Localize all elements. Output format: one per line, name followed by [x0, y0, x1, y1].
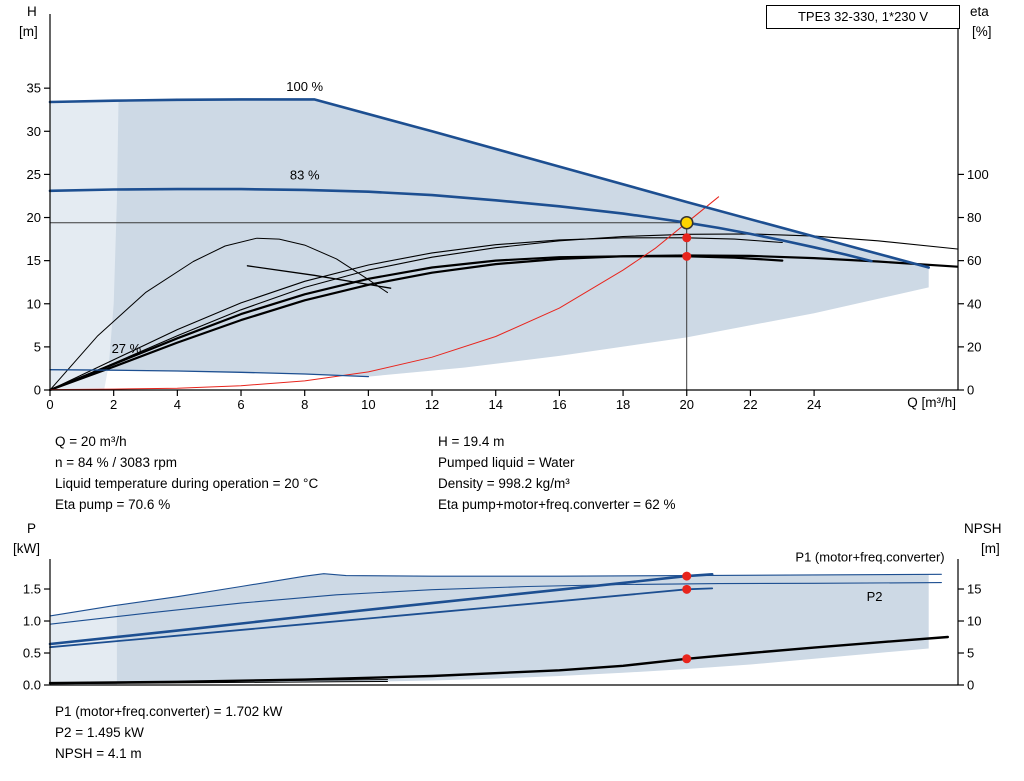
- curve-label: 27 %: [112, 341, 142, 356]
- x-tick-label: 18: [616, 397, 630, 412]
- pump-title-box: TPE3 32-330, 1*230 V: [766, 5, 960, 29]
- pump-curve-27pct: [49, 369, 370, 378]
- p2-curve-100: [49, 582, 942, 625]
- x-tick-label: 4: [174, 397, 181, 412]
- hq-eta-chart: 0 2 4 6 8 10 12 14 16 18 20 22 240510152025303502040…: [27, 14, 989, 412]
- x-tick-label: 14: [488, 397, 502, 412]
- readout-eta-pump: Eta pump = 70.6 %: [55, 497, 171, 512]
- q-axis-label: Q [m³/h]: [907, 395, 956, 410]
- y-left-tick-label: 0.0: [23, 678, 41, 693]
- x-tick-label: 12: [425, 397, 439, 412]
- y-left-tick-label: 0: [34, 383, 41, 398]
- eta-pump-point: [682, 233, 692, 243]
- y-left-tick-label: 30: [27, 124, 41, 139]
- y-left-tick-label: 5: [34, 339, 41, 354]
- y-right-tick-label: 40: [967, 296, 981, 311]
- y-left-tick-label: 25: [27, 167, 41, 182]
- readout-liquid: Pumped liquid = Water: [438, 455, 575, 470]
- curve-label: 100 %: [286, 79, 323, 94]
- npsh-curve: [48, 635, 949, 685]
- x-tick-label: 6: [237, 397, 244, 412]
- y-left-tick-label: 1.5: [23, 582, 41, 597]
- p2-point: [682, 584, 692, 594]
- x-tick-label: 2: [110, 397, 117, 412]
- h-axis-unit: [m]: [19, 24, 38, 39]
- readout-speed: n = 84 % / 3083 rpm: [55, 455, 177, 470]
- y-left-tick-label: 15: [27, 253, 41, 268]
- readout-density: Density = 998.2 kg/m³: [438, 476, 570, 491]
- y-right-tick-label: 80: [967, 210, 981, 225]
- readout-right-column: H = 19.4 m Pumped liquid = Water Density…: [438, 431, 676, 515]
- y-left-tick-label: 1.0: [23, 614, 41, 629]
- curve-label: P1 (motor+freq.converter): [795, 549, 944, 564]
- npsh-axis-unit: [m]: [981, 541, 1000, 556]
- readout-eta-total: Eta pump+motor+freq.converter = 62 %: [438, 497, 676, 512]
- eta-total-point: [682, 251, 692, 261]
- y-left-tick-label: 0.5: [23, 646, 41, 661]
- y-right-tick-label: 100: [967, 167, 989, 182]
- eta-axis-unit: [%]: [972, 24, 992, 39]
- y-left-tick-label: 20: [27, 210, 41, 225]
- p-axis-symbol: P: [27, 521, 37, 536]
- eta-pump-curve-100: [49, 233, 958, 391]
- x-tick-label: 22: [743, 397, 757, 412]
- x-tick-label: 20: [680, 397, 694, 412]
- result-npsh: NPSH = 4.1 m: [55, 746, 142, 761]
- readout-temperature: Liquid temperature during operation = 20…: [55, 476, 319, 491]
- power-npsh-chart: 0.0 0.5 1.0 1.5 0 5 10 15 P1 (motor+freq.convert…: [23, 549, 982, 693]
- curve-label: P2: [867, 589, 883, 604]
- eta-total-curve-100: [48, 254, 959, 392]
- duty-point: [679, 215, 694, 230]
- y-right-tick-label: 0: [967, 678, 974, 693]
- p1-point: [682, 571, 692, 581]
- affinity-parabola: [49, 196, 720, 391]
- result-p1: P1 (motor+freq.converter) = 1.702 kW: [55, 704, 283, 719]
- eta-reduced-speed-hump: [49, 237, 388, 391]
- x-tick-label: 8: [301, 397, 308, 412]
- y-right-tick-label: 0: [967, 383, 974, 398]
- pump-curve-83pct: [48, 187, 873, 263]
- readout-flow: Q = 20 m³/h: [55, 434, 127, 449]
- y-right-tick-label: 60: [967, 253, 981, 268]
- npsh-point: [682, 654, 692, 664]
- y-right-tick-label: 15: [967, 582, 981, 597]
- envelope-left-pale: [50, 101, 119, 390]
- result-p2: P2 = 1.495 kW: [55, 725, 144, 740]
- curve-label: 83 %: [290, 168, 320, 183]
- x-tick-label: 0: [46, 397, 53, 412]
- results-block: P1 (motor+freq.converter) = 1.702 kW P2 …: [55, 701, 282, 764]
- x-tick-label: 16: [552, 397, 566, 412]
- y-right-tick-label: 10: [967, 614, 981, 629]
- readout-left-column: Q = 20 m³/h n = 84 % / 3083 rpm Liquid t…: [55, 431, 318, 515]
- operating-envelope: [50, 99, 929, 377]
- x-tick-label: 10: [361, 397, 375, 412]
- x-tick-label: 24: [807, 397, 821, 412]
- y-left-tick-label: 35: [27, 81, 41, 96]
- h-axis-symbol: H: [27, 4, 37, 19]
- eta-crossing-segment: [246, 265, 392, 289]
- eta-axis-symbol: eta: [970, 4, 989, 19]
- y-right-tick-label: 20: [967, 339, 981, 354]
- y-left-tick-label: 10: [27, 296, 41, 311]
- readout-head: H = 19.4 m: [438, 434, 505, 449]
- y-right-tick-label: 5: [967, 646, 974, 661]
- npsh-axis-symbol: NPSH: [964, 521, 1002, 536]
- p-axis-unit: [kW]: [13, 541, 40, 556]
- pump-curve-100pct: [48, 98, 931, 269]
